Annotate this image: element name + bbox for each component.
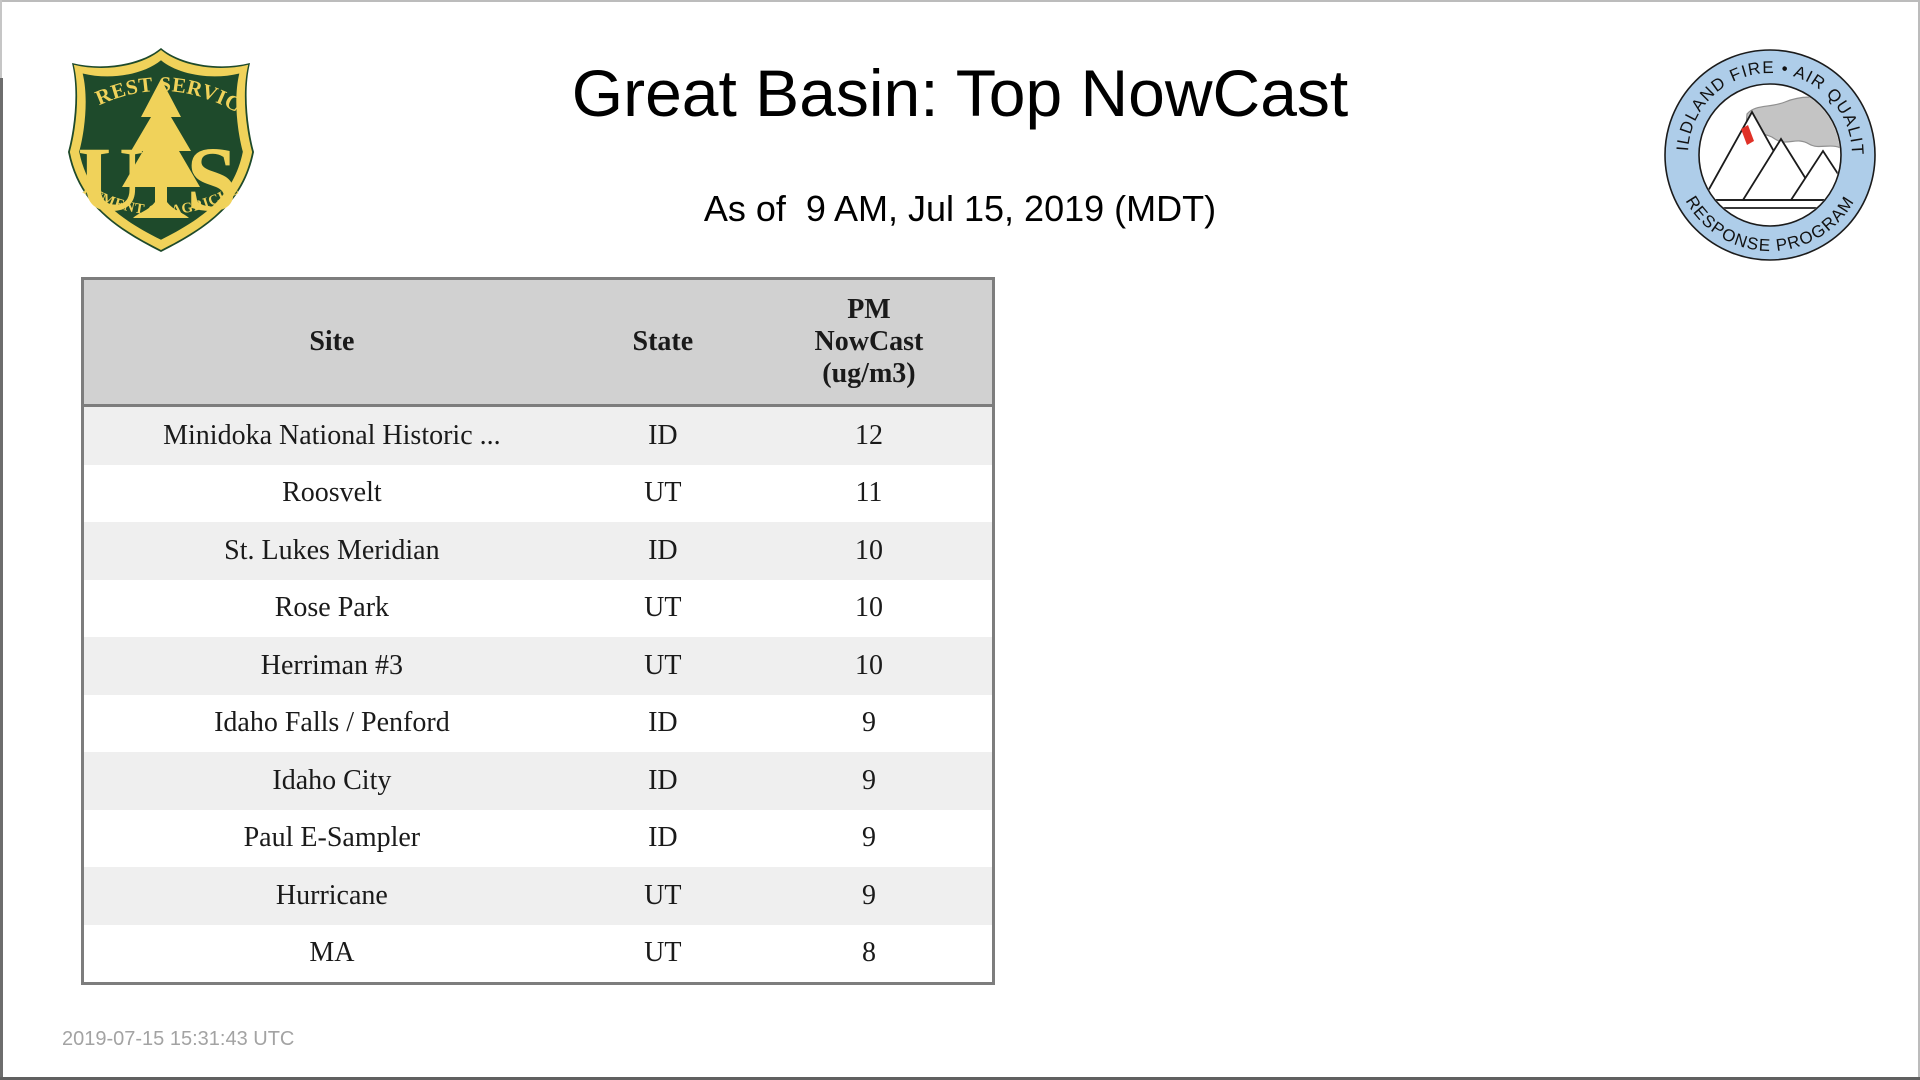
cell-pm: 8 bbox=[861, 937, 876, 969]
usfs-logo: FOREST SERVICE U S DEPARTMENT OF AGRICUL… bbox=[58, 26, 256, 255]
cell-site: Paul E-Sampler bbox=[243, 822, 421, 854]
cell-state: ID bbox=[648, 707, 678, 739]
cell-pm: 12 bbox=[854, 419, 883, 451]
cell-pm: 10 bbox=[854, 592, 883, 624]
table-row: Idaho Falls / Penford ID 9 bbox=[84, 695, 992, 753]
cell-pm: 9 bbox=[861, 764, 876, 796]
pine-tree-icon bbox=[122, 79, 200, 218]
table-row: Herriman #3 UT 10 bbox=[84, 637, 992, 695]
cell-site: Idaho City bbox=[272, 764, 392, 796]
cell-site: St. Lukes Meridian bbox=[224, 534, 440, 566]
window-edge-left-upper bbox=[0, 0, 2, 78]
cell-pm: 11 bbox=[855, 477, 883, 509]
window-edge-bottom bbox=[0, 1077, 1920, 1080]
cell-site: Rose Park bbox=[274, 592, 390, 624]
flame-mark-icon bbox=[1741, 125, 1754, 145]
cell-state: UT bbox=[644, 592, 682, 624]
table-row: Rose Park UT 10 bbox=[84, 580, 992, 638]
cell-state: UT bbox=[644, 477, 682, 509]
header-pm-nowcast: PM NowCast (ug/m3) bbox=[814, 293, 924, 390]
wfaqrp-badge-icon: WILDLAND FIRE • AIR QUALITY RESPONSE PRO… bbox=[1654, 33, 1876, 261]
table-row: Hurricane UT 9 bbox=[84, 867, 992, 925]
cell-pm: 10 bbox=[854, 649, 883, 681]
cell-state: ID bbox=[648, 419, 678, 451]
table-row: Idaho City ID 9 bbox=[84, 752, 992, 810]
page-title: Great Basin: Top NowCast bbox=[571, 56, 1349, 130]
cell-site: Roosvelt bbox=[282, 477, 382, 509]
window-edge-left-lower bbox=[0, 78, 3, 1080]
cell-pm: 9 bbox=[861, 822, 876, 854]
header-state: State bbox=[632, 326, 694, 357]
table-header-row: Site State PM NowCast (ug/m3) bbox=[84, 280, 992, 407]
table-row: MA UT 8 bbox=[84, 925, 992, 983]
cell-site: Minidoka National Historic ... bbox=[163, 419, 501, 451]
footer-timestamp: 2019-07-15 15:31:43 UTC bbox=[62, 1028, 295, 1050]
window-edge-right bbox=[1918, 0, 1920, 1080]
cell-state: UT bbox=[644, 879, 682, 911]
cell-state: ID bbox=[648, 822, 678, 854]
cell-pm: 9 bbox=[861, 707, 876, 739]
cell-state: UT bbox=[644, 649, 682, 681]
cell-pm: 10 bbox=[854, 534, 883, 566]
window-edge-top bbox=[0, 0, 1920, 2]
header-site: Site bbox=[309, 326, 355, 357]
wfaqrp-logo: WILDLAND FIRE • AIR QUALITY RESPONSE PRO… bbox=[1654, 33, 1877, 262]
cell-state: ID bbox=[648, 764, 678, 796]
cell-site: MA bbox=[309, 937, 355, 969]
nowcast-table: Site State PM NowCast (ug/m3) Minidoka N… bbox=[81, 277, 995, 985]
cell-site: Herriman #3 bbox=[260, 649, 404, 681]
cell-state: UT bbox=[644, 937, 682, 969]
table-row: Minidoka National Historic ... ID 12 bbox=[84, 407, 992, 465]
cell-site: Idaho Falls / Penford bbox=[214, 707, 450, 739]
page-subtitle: As of 9 AM, Jul 15, 2019 (MDT) bbox=[703, 188, 1217, 229]
cell-site: Hurricane bbox=[275, 879, 388, 911]
usfs-shield-icon: FOREST SERVICE U S DEPARTMENT OF AGRICUL… bbox=[58, 26, 254, 252]
cell-pm: 9 bbox=[861, 879, 876, 911]
cell-state: ID bbox=[648, 534, 678, 566]
table-row: Paul E-Sampler ID 9 bbox=[84, 810, 992, 868]
table-row: Roosvelt UT 11 bbox=[84, 465, 992, 523]
table-row: St. Lukes Meridian ID 10 bbox=[84, 522, 992, 580]
